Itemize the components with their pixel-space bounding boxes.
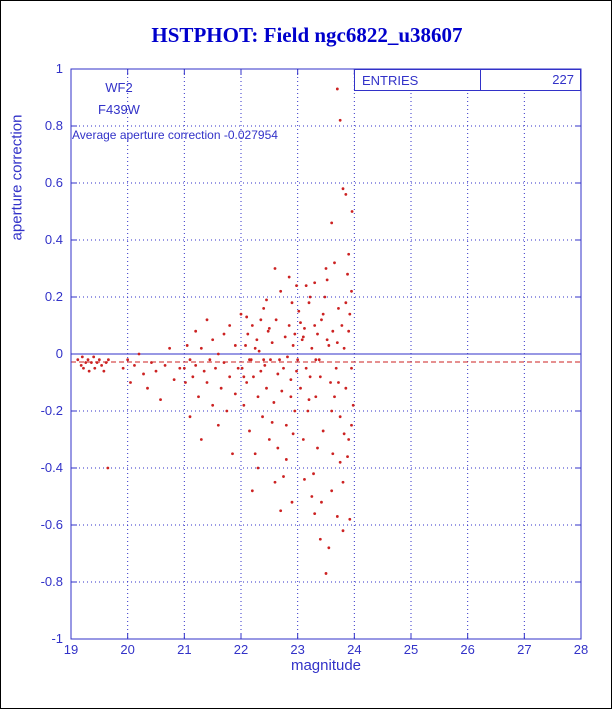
svg-text:19: 19	[64, 642, 78, 657]
y-axis-title: aperture correction	[8, 114, 26, 241]
average-correction-label: Average aperture correction -0.027954	[72, 128, 278, 142]
svg-text:-0.4: -0.4	[41, 460, 63, 475]
svg-text:-0.8: -0.8	[41, 574, 63, 589]
svg-text:1: 1	[56, 61, 63, 76]
svg-text:21: 21	[177, 642, 191, 657]
entries-label: ENTRIES	[362, 72, 419, 88]
filter-label: F439W	[98, 102, 140, 117]
svg-text:0.4: 0.4	[45, 232, 63, 247]
svg-text:0: 0	[56, 346, 63, 361]
x-axis-title: magnitude	[290, 657, 362, 674]
svg-text:0.2: 0.2	[45, 289, 63, 304]
svg-text:26: 26	[460, 642, 474, 657]
svg-text:-1: -1	[51, 631, 63, 646]
svg-text:22: 22	[234, 642, 248, 657]
svg-text:0.6: 0.6	[45, 175, 63, 190]
chart-title: HSTPHOT: Field ngc6822_u38607	[151, 23, 463, 47]
svg-text:23: 23	[290, 642, 304, 657]
entries-box: ENTRIES 227	[354, 69, 581, 91]
svg-text:25: 25	[404, 642, 418, 657]
svg-text:0.8: 0.8	[45, 118, 63, 133]
detector-label: WF2	[105, 80, 133, 95]
svg-text:-0.6: -0.6	[41, 517, 63, 532]
entries-value: 227	[480, 70, 580, 90]
svg-text:-0.2: -0.2	[41, 403, 63, 418]
svg-text:28: 28	[574, 642, 588, 657]
svg-text:27: 27	[517, 642, 531, 657]
detector-filter-labels: WF2 F439W	[87, 77, 151, 121]
svg-text:24: 24	[347, 642, 361, 657]
svg-text:20: 20	[120, 642, 134, 657]
